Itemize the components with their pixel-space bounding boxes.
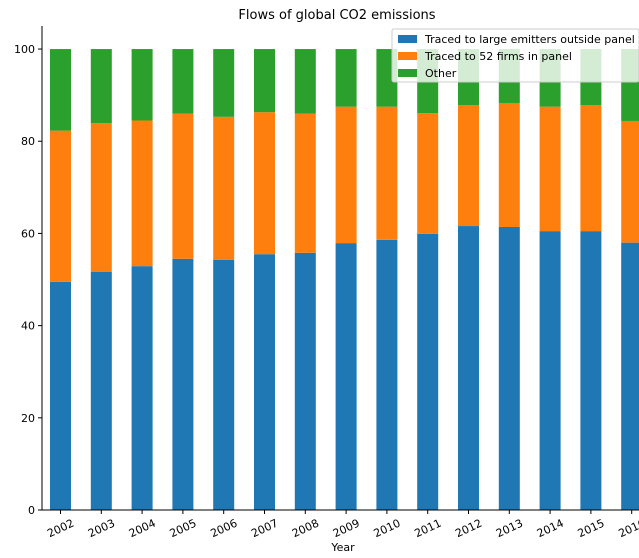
bar-2011-series-1 (417, 233, 439, 510)
bar-2006-series-2 (213, 116, 235, 260)
bar-2004-series-1 (131, 266, 153, 510)
x-tick-label: 2009 (331, 517, 362, 541)
bar-2005-series-1 (172, 258, 194, 510)
x-tick-label: 2015 (576, 517, 607, 541)
legend-label: Traced to 52 firms in panel (424, 50, 572, 63)
bar-2004-series-2 (131, 120, 153, 267)
legend-swatch (398, 52, 417, 60)
y-tick-label: 20 (21, 412, 35, 425)
x-tick-label: 2012 (453, 517, 484, 541)
y-tick-label: 60 (21, 227, 35, 240)
legend-box (391, 28, 639, 83)
y-tick-label: 40 (21, 320, 35, 333)
bar-2008-series-3 (294, 49, 316, 114)
bar-2012-series-2 (458, 105, 479, 227)
bar-2007-series-3 (254, 49, 275, 113)
y-tick-label: 0 (28, 504, 35, 517)
bar-2008-series-2 (294, 113, 316, 253)
x-tick-label: 2005 (168, 517, 199, 541)
bar-2013-series-1 (498, 226, 520, 511)
bar-2008-series-1 (294, 252, 316, 510)
x-tick-label: 2010 (372, 517, 403, 541)
x-tick-label: 2007 (249, 517, 280, 541)
bar-2004-series-3 (131, 49, 153, 121)
x-tick-label: 2004 (127, 517, 158, 541)
x-tick-label: 2006 (208, 517, 239, 541)
bar-2005-series-3 (172, 49, 194, 114)
bar-2009-series-3 (335, 49, 357, 107)
bar-2015-series-1 (580, 231, 602, 510)
bar-2003-series-2 (90, 123, 112, 272)
bar-2010-series-1 (376, 239, 398, 511)
legend: Traced to large emitters outside panel Tr… (391, 28, 639, 83)
bar-2007-series-1 (254, 254, 275, 510)
legend-label: Traced to large emitters outside panel (424, 33, 635, 46)
bars-group (50, 49, 639, 511)
bar-2010-series-2 (376, 106, 398, 240)
bar-2013-series-2 (498, 102, 520, 227)
bar-2005-series-2 (172, 113, 194, 259)
x-tick-label: 2016 (616, 517, 639, 541)
bar-2009-series-2 (335, 106, 357, 244)
bar-2016-series-2 (621, 120, 639, 243)
bar-2012-series-1 (458, 226, 479, 510)
bar-2002-series-3 (50, 49, 71, 131)
bar-2011-series-2 (417, 113, 439, 234)
x-tick-label: 2011 (412, 517, 443, 541)
x-tick-label: 2013 (494, 517, 525, 541)
y-tick-label: 80 (21, 135, 35, 148)
x-tick-label: 2002 (45, 517, 76, 541)
x-tick-label: 2014 (535, 517, 566, 541)
bar-2016-series-1 (621, 242, 639, 510)
legend-label: Other (425, 67, 457, 80)
legend-swatch (398, 69, 417, 77)
bar-2014-series-1 (539, 231, 561, 510)
bar-2003-series-3 (90, 49, 112, 124)
bar-2007-series-2 (254, 112, 275, 255)
bar-2002-series-1 (50, 281, 71, 510)
bar-2003-series-1 (90, 271, 112, 510)
bar-2015-series-2 (580, 105, 602, 232)
chart-title: Flows of global CO2 emissions (238, 8, 435, 23)
bar-2006-series-1 (213, 259, 235, 510)
bar-2014-series-2 (539, 106, 561, 232)
bar-2009-series-1 (335, 243, 357, 510)
legend-swatch (398, 35, 417, 43)
bar-2002-series-2 (50, 130, 71, 282)
x-axis-label: Year (330, 541, 355, 554)
x-tick-label: 2003 (86, 517, 117, 541)
bar-2006-series-3 (213, 49, 235, 117)
y-tick-label: 100 (14, 43, 35, 56)
x-tick-label: 2008 (290, 517, 321, 541)
